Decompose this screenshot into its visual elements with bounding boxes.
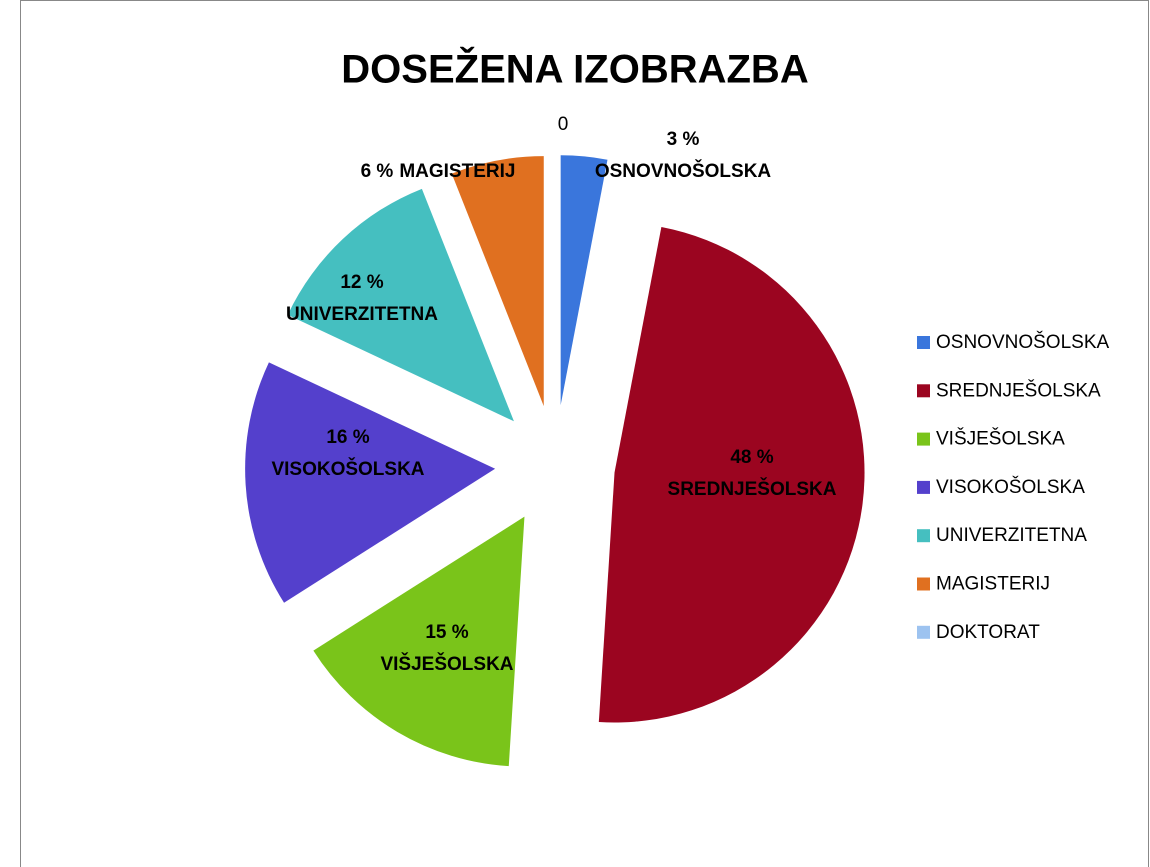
data-label: 48 % SREDNJEŠOLSKA: [668, 447, 837, 500]
label-category: VIŠJEŠOLSKA: [380, 653, 513, 675]
label-value: 3 %: [667, 129, 700, 150]
data-label: 15 % VIŠJEŠOLSKA: [380, 622, 513, 675]
pie-slice: [245, 362, 496, 603]
chart-title: DOSEŽENA IZOBRAZBA: [341, 46, 808, 92]
pie-slice: [313, 516, 525, 767]
pie-slice: [287, 188, 514, 422]
legend-swatch: [917, 384, 930, 398]
data-label: 16 % VISOKOŠOLSKA: [271, 427, 424, 480]
label-category: UNIVERZITETNA: [286, 304, 438, 325]
label-value: 12 %: [340, 272, 383, 293]
data-label: 6 % MAGISTERIJ: [361, 161, 516, 182]
label-value: 15 %: [425, 622, 468, 643]
legend-label: DOKTORAT: [936, 622, 1040, 643]
label-category: MAGISTERIJ: [399, 161, 515, 182]
chart-frame: [20, 0, 1149, 867]
legend-label: VIŠJEŠOLSKA: [936, 428, 1065, 450]
legend-swatch: [917, 432, 930, 446]
legend-swatch: [917, 480, 930, 494]
legend-swatch: [917, 577, 930, 591]
label-value: 0: [558, 114, 569, 135]
label-value: 16 %: [326, 427, 369, 448]
legend-swatch: [917, 529, 930, 543]
legend-label: VISOKOŠOLSKA: [936, 476, 1085, 498]
data-label: 3 % OSNOVNOŠOLSKA: [595, 129, 772, 182]
pie-slice: [451, 156, 544, 407]
pie-slice: [598, 226, 865, 723]
data-label: 12 % UNIVERZITETNA: [286, 272, 438, 325]
legend-label: UNIVERZITETNA: [936, 525, 1087, 546]
label-value: 48 %: [730, 447, 773, 468]
data-label: 0: [558, 114, 569, 135]
legend-label: MAGISTERIJ: [936, 574, 1050, 595]
legend-swatch: [917, 336, 930, 349]
label-category: SREDNJEŠOLSKA: [668, 478, 837, 500]
label-value: 6 %: [361, 161, 394, 182]
legend-label: OSNOVNOŠOLSKA: [936, 331, 1109, 353]
label-category: VISOKOŠOLSKA: [271, 458, 424, 480]
label-category: OSNOVNOŠOLSKA: [595, 160, 772, 182]
legend-label: SREDNJEŠOLSKA: [936, 379, 1101, 401]
legend-swatch: [917, 625, 930, 639]
pie-slice: [560, 155, 608, 406]
